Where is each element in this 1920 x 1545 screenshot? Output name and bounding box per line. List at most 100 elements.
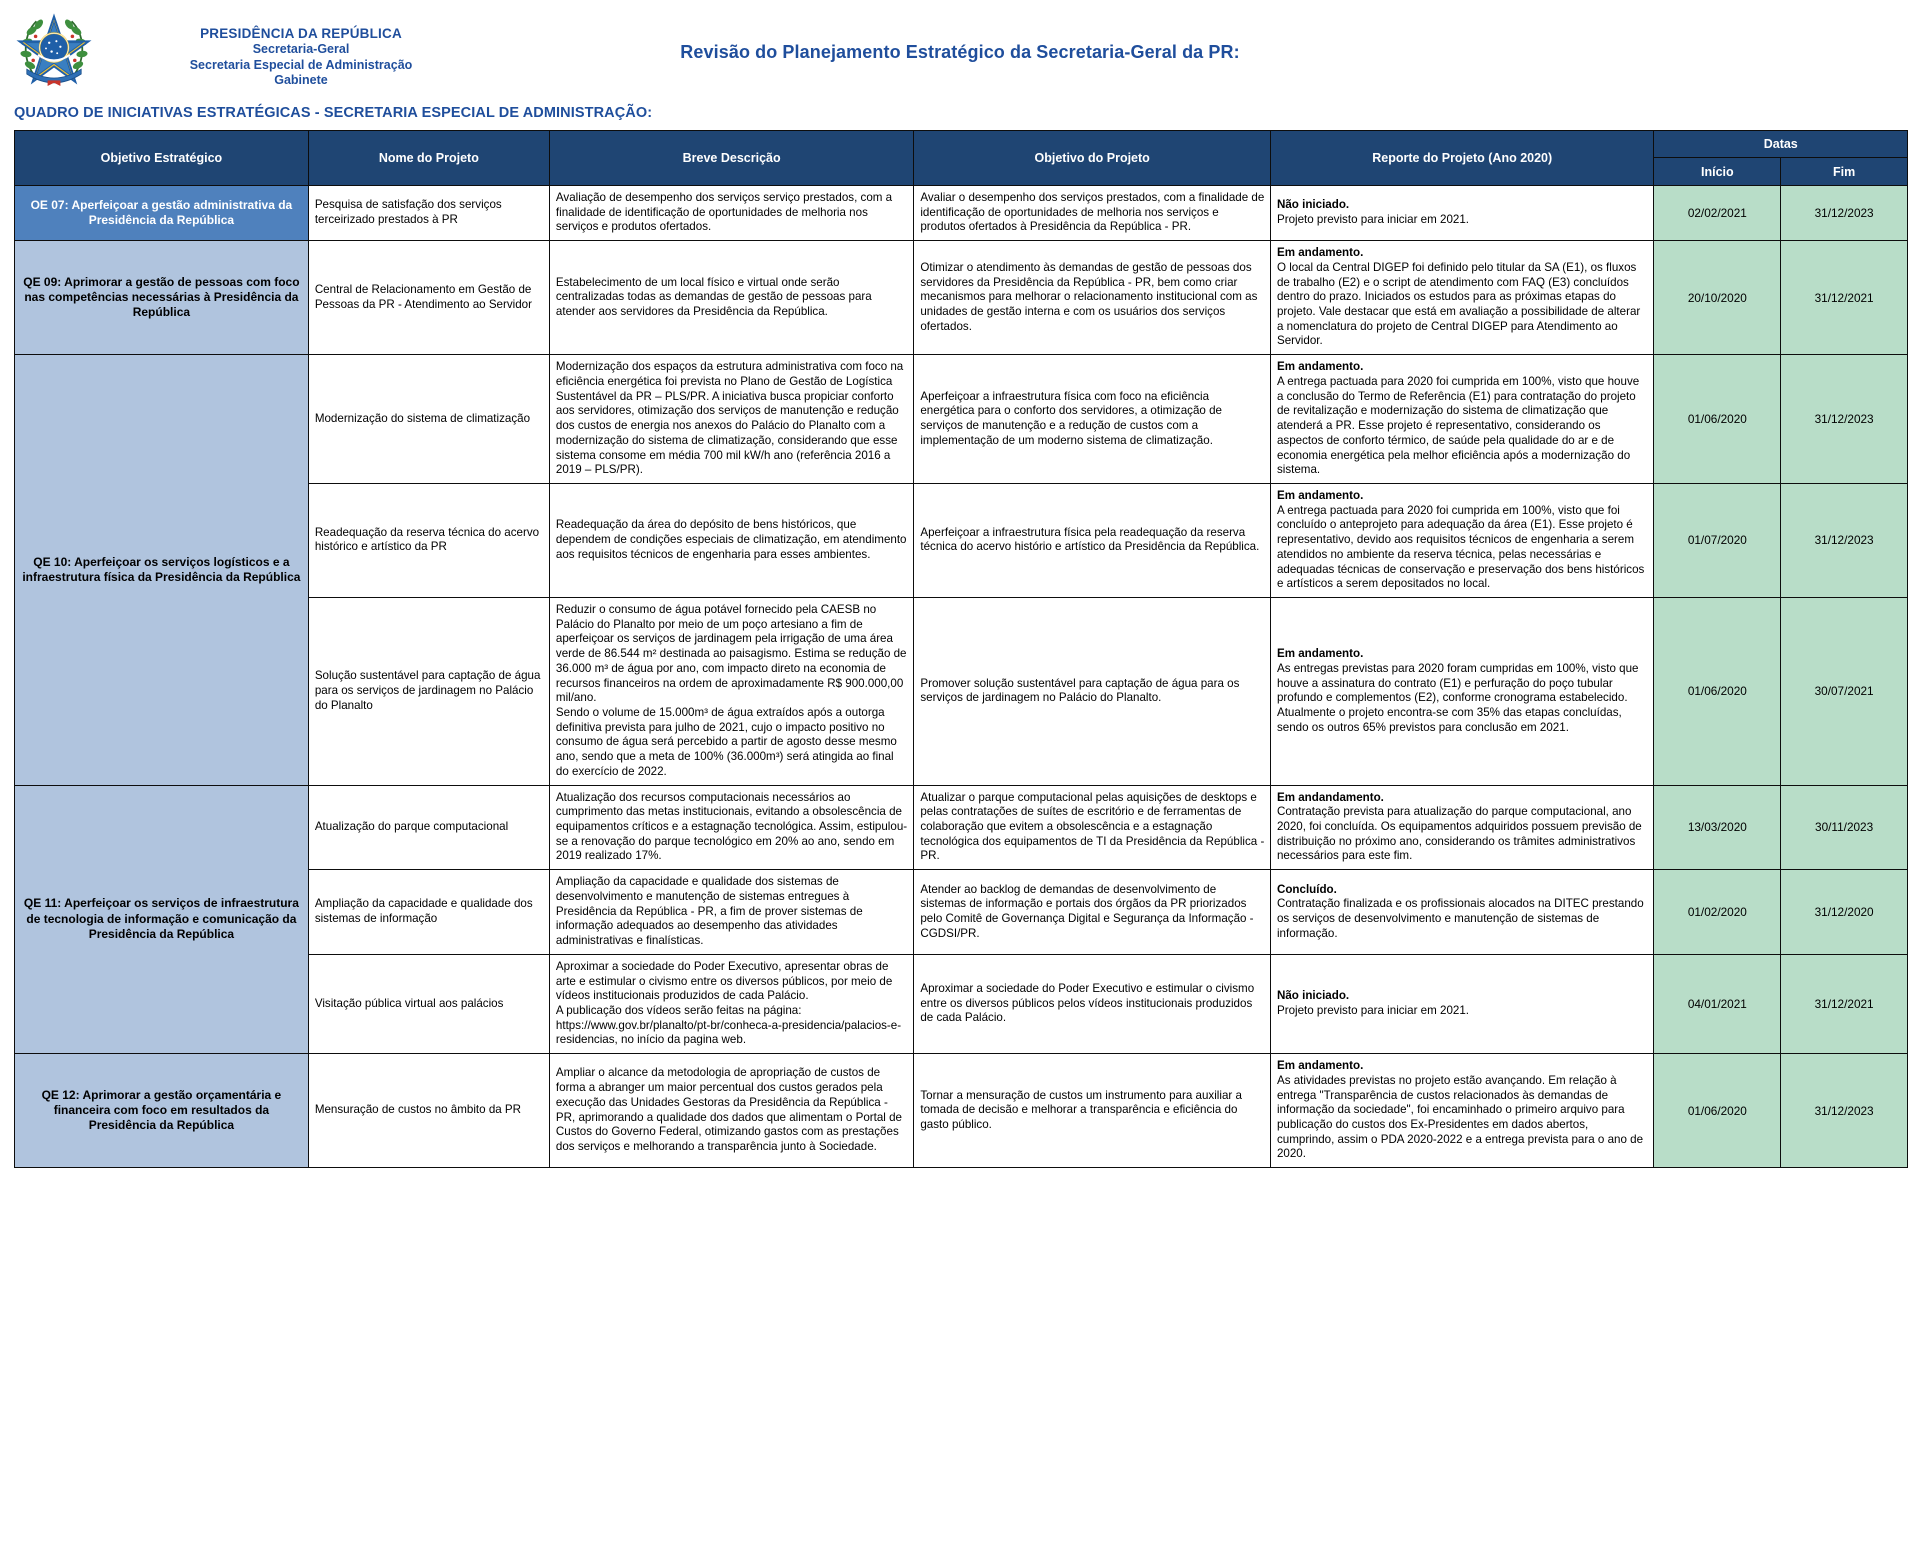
table-head: Objetivo Estratégico Nome do Projeto Bre… (14, 130, 1908, 186)
project-objective-cell: Tornar a mensuração de custos um instrum… (913, 1053, 1271, 1169)
table-row: Readequação da reserva técnica do acervo… (15, 482, 1908, 598)
project-report-cell: Em andandamento. Contratação prevista par… (1269, 784, 1655, 871)
status-badge: Em andamento. (1276, 360, 1364, 374)
table-row: QE 10: Aperfeiçoar os serviços logístico… (14, 354, 1908, 786)
section-title: QUADRO DE INICIATIVAS ESTRATÉGICAS - SEC… (14, 105, 653, 121)
start-date-cell: 01/06/2020 (1653, 596, 1782, 786)
table-row: Visitação pública virtual aos palácios Ap… (15, 953, 1908, 1055)
org-line-presidencia: PRESIDÊNCIA DA REPÚBLICA (200, 26, 402, 41)
project-name-cell: Central de Relacionamento em Gestão de P… (307, 240, 550, 356)
project-description-cell: Modernização dos espaços da estrutura ad… (548, 354, 915, 484)
org-line-secretaria-geral: Secretaria-Geral (252, 42, 350, 57)
objective-cell: QE 11: Aperfeiçoar os serviços de infrae… (14, 784, 309, 1055)
status-badge: Não iniciado. (1276, 198, 1350, 212)
project-description-cell: Ampliar o alcance da metodologia de apro… (548, 1053, 915, 1169)
end-date-cell: 31/12/2023 (1780, 184, 1908, 242)
table-row: QE 11: Aperfeiçoar os serviços de infrae… (14, 784, 1908, 1055)
status-badge: Em andandamento. (1276, 790, 1384, 804)
organization-block: PRESIDÊNCIA DA REPÚBLICA Secretaria-Gera… (106, 26, 496, 88)
project-name-cell: Ampliação da capacidade e qualidade dos … (307, 869, 550, 955)
col-header-reporte-projeto: Reporte do Projeto (Ano 2020) (1269, 130, 1655, 186)
strategic-initiatives-table: Objetivo Estratégico Nome do Projeto Bre… (14, 130, 1908, 1169)
report-text: O local da Central DIGEP foi definido pe… (1276, 260, 1641, 348)
col-header-objetivo-estrategico: Objetivo Estratégico (14, 130, 309, 186)
status-badge: Concluído. (1276, 882, 1337, 896)
end-date-cell: 31/12/2023 (1780, 354, 1908, 484)
table-row: QE 12: Aprimorar a gestão orçamentária e… (14, 1053, 1908, 1169)
project-description-cell: Atualização dos recursos computacionais … (548, 784, 915, 871)
project-name-cell: Modernização do sistema de climatização (307, 354, 550, 484)
objective-cell: QE 10: Aperfeiçoar os serviços logístico… (14, 354, 309, 786)
start-date-cell: 01/02/2020 (1653, 869, 1782, 955)
project-objective-cell: Avaliar o desempenho dos serviços presta… (913, 184, 1271, 242)
org-line-secretaria-especial: Secretaria Especial de Administração (189, 57, 413, 72)
report-text: Contratação prevista para atualização do… (1276, 805, 1642, 863)
project-description-cell: Estabelecimento de um local físico e vir… (548, 240, 915, 356)
report-text: As atividades previstas no projeto estão… (1276, 1073, 1644, 1161)
project-description-cell: Avaliação de desempenho dos serviços ser… (548, 184, 915, 242)
report-text: Contratação finalizada e os profissionai… (1276, 897, 1644, 940)
project-report-cell: Concluído. Contratação finalizada e os pr… (1269, 869, 1655, 955)
end-date-cell: 31/12/2020 (1780, 869, 1908, 955)
table-body: OE 07: Aperfeiçoar a gestão administrati… (14, 184, 1908, 1169)
project-report-cell: Em andamento. A entrega pactuada para 202… (1269, 354, 1655, 484)
objective-cell: QE 09: Aprimorar a gestão de pessoas com… (14, 240, 309, 356)
end-date-cell: 30/07/2021 (1780, 596, 1908, 786)
table-row: Ampliação da capacidade e qualidade dos … (15, 869, 1908, 955)
org-line-gabinete: Gabinete (274, 72, 328, 87)
col-header-fim: Fim (1780, 157, 1908, 186)
project-objective-cell: Promover solução sustentável para captaç… (913, 596, 1271, 786)
end-date-cell: 31/12/2021 (1780, 953, 1908, 1055)
project-description-cell: Readequação da área do depósito de bens … (548, 482, 915, 598)
start-date-cell: 01/06/2020 (1653, 354, 1782, 484)
table-row: OE 07: Aperfeiçoar a gestão administrati… (14, 184, 1908, 242)
table-row: QE 09: Aprimorar a gestão de pessoas com… (14, 240, 1908, 356)
project-name-cell: Pesquisa de satisfação dos serviços terc… (307, 184, 550, 242)
end-date-cell: 31/12/2023 (1780, 482, 1908, 598)
page-header: PRESIDÊNCIA DA REPÚBLICA Secretaria-Gera… (0, 0, 1920, 95)
report-text: As entregas previstas para 2020 foram cu… (1276, 661, 1639, 734)
objective-cell: OE 07: Aperfeiçoar a gestão administrati… (14, 184, 309, 242)
project-report-cell: Não iniciado. Projeto previsto para inici… (1269, 953, 1655, 1055)
project-name-cell: Mensuração de custos no âmbito da PR (307, 1053, 550, 1169)
project-description-cell: Ampliação da capacidade e qualidade dos … (548, 869, 915, 955)
project-objective-cell: Aperfeiçoar a infraestrutura física pela… (913, 482, 1271, 598)
table-header-row-2: Início Fim (15, 157, 1908, 186)
project-description-cell: Reduzir o consumo de água potável fornec… (548, 596, 915, 786)
status-badge: Em andamento. (1276, 1059, 1364, 1073)
start-date-cell: 01/06/2020 (1653, 1053, 1782, 1169)
start-date-cell: 04/01/2021 (1653, 953, 1782, 1055)
col-header-inicio: Início (1653, 157, 1782, 186)
status-badge: Em andamento. (1276, 647, 1364, 661)
col-header-nome-projeto: Nome do Projeto (307, 130, 550, 186)
initiatives-table-wrapper: Objetivo Estratégico Nome do Projeto Bre… (0, 130, 1920, 1169)
status-badge: Em andamento. (1276, 488, 1364, 502)
project-objective-cell: Atualizar o parque computacional pelas a… (913, 784, 1271, 871)
start-date-cell: 13/03/2020 (1653, 784, 1782, 871)
project-objective-cell: Aperfeiçoar a infraestrutura física com … (913, 354, 1271, 484)
objective-cell: QE 12: Aprimorar a gestão orçamentária e… (14, 1053, 309, 1169)
col-header-breve-descricao: Breve Descrição (548, 130, 915, 186)
status-badge: Não iniciado. (1276, 989, 1350, 1003)
project-report-cell: Em andamento. O local da Central DIGEP fo… (1269, 240, 1655, 356)
report-text: Projeto previsto para iniciar em 2021. (1276, 213, 1470, 227)
project-report-cell: Em andamento. As entregas previstas para … (1269, 596, 1655, 786)
report-text: Projeto previsto para iniciar em 2021. (1276, 1003, 1470, 1017)
project-objective-cell: Aproximar a sociedade do Poder Executivo… (913, 953, 1271, 1055)
table-row: Solução sustentável para captação de águ… (15, 596, 1908, 786)
col-header-objetivo-projeto: Objetivo do Projeto (913, 130, 1271, 186)
report-text: A entrega pactuada para 2020 foi cumprid… (1276, 503, 1645, 591)
project-description-cell: Aproximar a sociedade do Poder Executivo… (548, 953, 915, 1055)
start-date-cell: 01/07/2020 (1653, 482, 1782, 598)
end-date-cell: 31/12/2023 (1780, 1053, 1908, 1169)
col-header-datas: Datas (1653, 130, 1908, 158)
start-date-cell: 20/10/2020 (1653, 240, 1782, 356)
table-header-row-1: Objetivo Estratégico Nome do Projeto Bre… (14, 130, 1908, 186)
project-objective-cell: Otimizar o atendimento às demandas de ge… (913, 240, 1271, 356)
project-report-cell: Em andamento. As atividades previstas no … (1269, 1053, 1655, 1169)
report-text: A entrega pactuada para 2020 foi cumprid… (1276, 374, 1640, 477)
project-objective-cell: Atender ao backlog de demandas de desenv… (913, 869, 1271, 955)
status-badge: Em andamento. (1276, 246, 1364, 260)
project-name-cell: Atualização do parque computacional (307, 784, 550, 871)
project-name-cell: Visitação pública virtual aos palácios (307, 953, 550, 1055)
